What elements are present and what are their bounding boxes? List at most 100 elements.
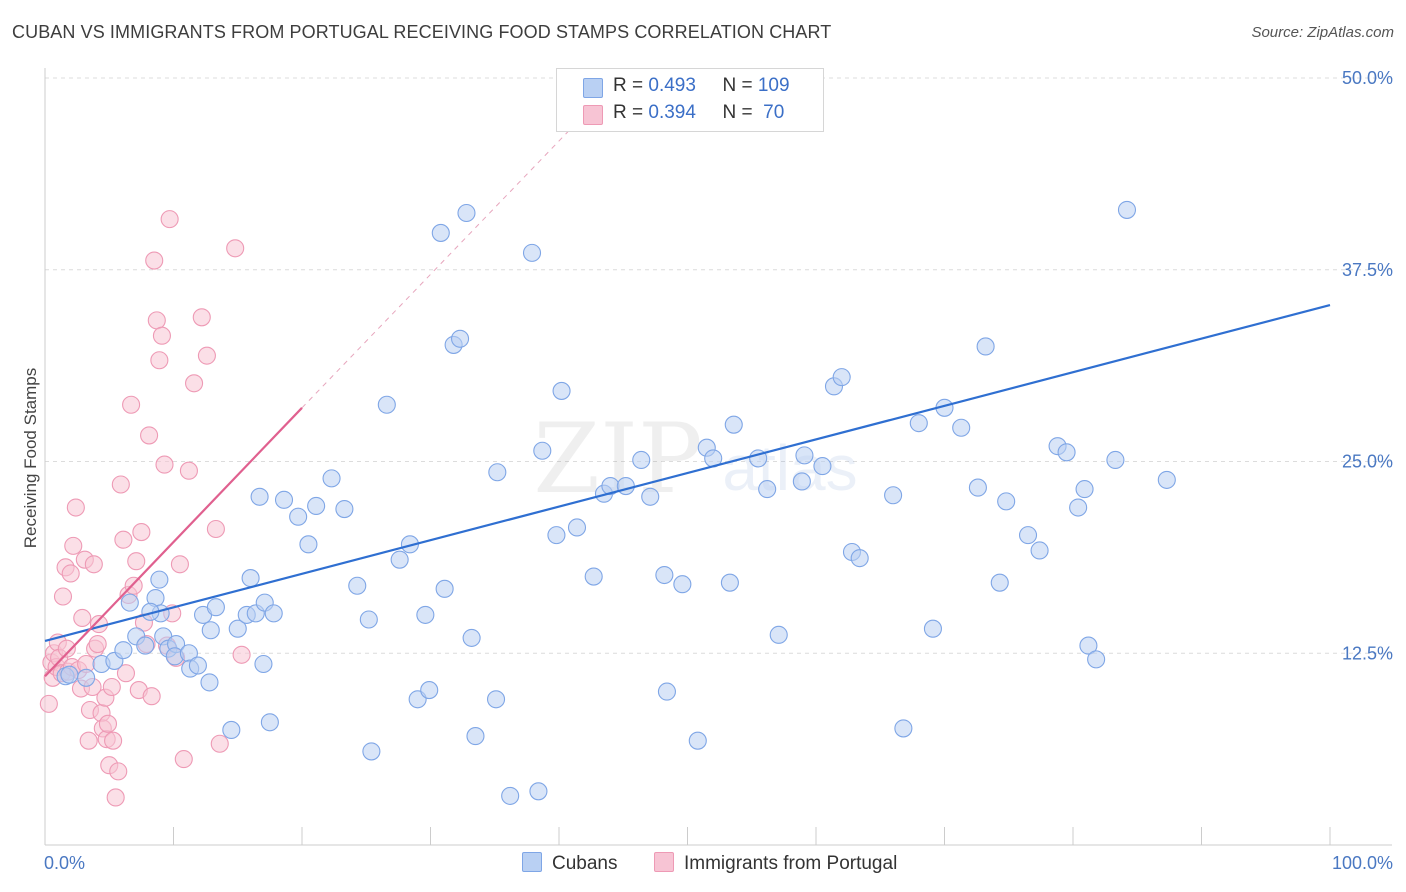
point-cubans [1069, 498, 1088, 517]
axes [44, 68, 1392, 846]
point-cubans [1106, 450, 1125, 470]
trend-line-portugal [44, 407, 303, 678]
point-cubans [451, 329, 470, 348]
point-portugal [98, 714, 118, 733]
legend-swatch-cubans [583, 78, 603, 98]
point-cubans [200, 673, 219, 692]
point-cubans [420, 681, 439, 700]
legend-r-value: 0.493 [648, 75, 696, 96]
point-portugal [61, 564, 80, 583]
point-cubans [260, 713, 279, 732]
point-cubans [1079, 636, 1098, 655]
point-portugal [89, 615, 109, 634]
point-cubans [501, 786, 520, 805]
trend-extension-portugal [301, 120, 579, 409]
trend-lines [44, 120, 1331, 678]
point-portugal [206, 519, 225, 539]
point-cubans [522, 243, 542, 262]
point-cubans [1087, 650, 1106, 669]
point-cubans [641, 487, 660, 506]
point-cubans [552, 381, 571, 400]
source-label: Source: ZipAtlas.com [1251, 24, 1394, 41]
point-portugal [132, 523, 151, 542]
point-cubans [462, 628, 481, 647]
point-cubans [813, 457, 832, 476]
bottom-legend-label-portugal: Immigrants from Portugal [684, 853, 898, 874]
point-portugal [79, 731, 98, 750]
watermark: ZIP atlas [533, 403, 857, 515]
point-cubans [616, 476, 635, 496]
point-portugal [122, 395, 141, 414]
legend-n-value: 109 [757, 75, 790, 96]
point-cubans [724, 415, 743, 434]
point-portugal [66, 498, 85, 517]
y-tick-label: 25.0% [1342, 452, 1393, 472]
point-cubans [435, 579, 454, 598]
point-cubans [1075, 480, 1094, 499]
point-portugal [155, 455, 174, 474]
point-portugal [109, 762, 128, 781]
point-portugal [150, 351, 169, 370]
point-portugal [142, 687, 161, 706]
point-portugal [116, 664, 136, 683]
point-portugal [210, 734, 229, 753]
point-cubans [299, 535, 318, 554]
point-cubans [348, 576, 367, 595]
point-cubans [362, 742, 381, 761]
legend: R = 0.493 N = 109 R = 0.394 N = 70 [556, 68, 824, 132]
point-portugal [73, 608, 92, 628]
point-cubans [1157, 470, 1176, 489]
watermark-atlas: atlas [722, 432, 857, 504]
point-cubans [688, 731, 707, 750]
point-portugal [152, 326, 171, 345]
point-cubans [377, 395, 396, 414]
series-portugal-points [39, 210, 251, 807]
point-cubans [488, 463, 507, 482]
point-cubans [416, 605, 435, 624]
point-cubans [359, 610, 378, 629]
point-cubans [322, 469, 341, 488]
point-portugal [114, 530, 133, 549]
point-cubans [307, 496, 326, 516]
y-axis-label: Receiving Food Stamps [21, 368, 40, 548]
point-cubans [188, 656, 207, 675]
point-cubans [114, 641, 133, 660]
point-portugal [53, 587, 73, 606]
point-portugal [127, 552, 146, 571]
x-tick-label: 0.0% [44, 853, 85, 873]
point-cubans [60, 665, 79, 684]
point-portugal [84, 555, 103, 574]
point-cubans [968, 478, 987, 497]
point-cubans [1018, 526, 1038, 545]
point-cubans [1030, 541, 1049, 560]
point-cubans [222, 720, 241, 740]
point-portugal [197, 346, 216, 365]
legend-swatch-portugal [583, 105, 603, 125]
point-portugal [192, 308, 211, 327]
point-cubans [250, 487, 269, 506]
point-portugal [106, 788, 125, 807]
point-cubans [655, 565, 674, 585]
point-cubans [673, 575, 692, 594]
point-cubans [206, 598, 225, 617]
chart-title: CUBAN VS IMMIGRANTS FROM PORTUGAL RECEIV… [12, 22, 832, 42]
point-cubans [769, 625, 788, 644]
point-cubans [850, 549, 869, 568]
point-cubans [758, 480, 777, 499]
point-portugal [64, 536, 83, 555]
y-tick-label: 50.0% [1342, 68, 1393, 88]
point-cubans [720, 573, 739, 592]
point-cubans [529, 782, 548, 801]
point-cubans [390, 550, 409, 569]
point-portugal [39, 694, 58, 713]
point-portugal [104, 731, 123, 750]
point-portugal [160, 210, 179, 229]
point-cubans [264, 604, 283, 623]
point-cubans [228, 619, 247, 638]
legend-n-value: 70 [757, 102, 785, 123]
point-cubans [990, 573, 1009, 592]
point-cubans [792, 472, 811, 491]
y-tick-label: 12.5% [1342, 643, 1393, 663]
watermark-zip: ZIP [533, 403, 702, 515]
